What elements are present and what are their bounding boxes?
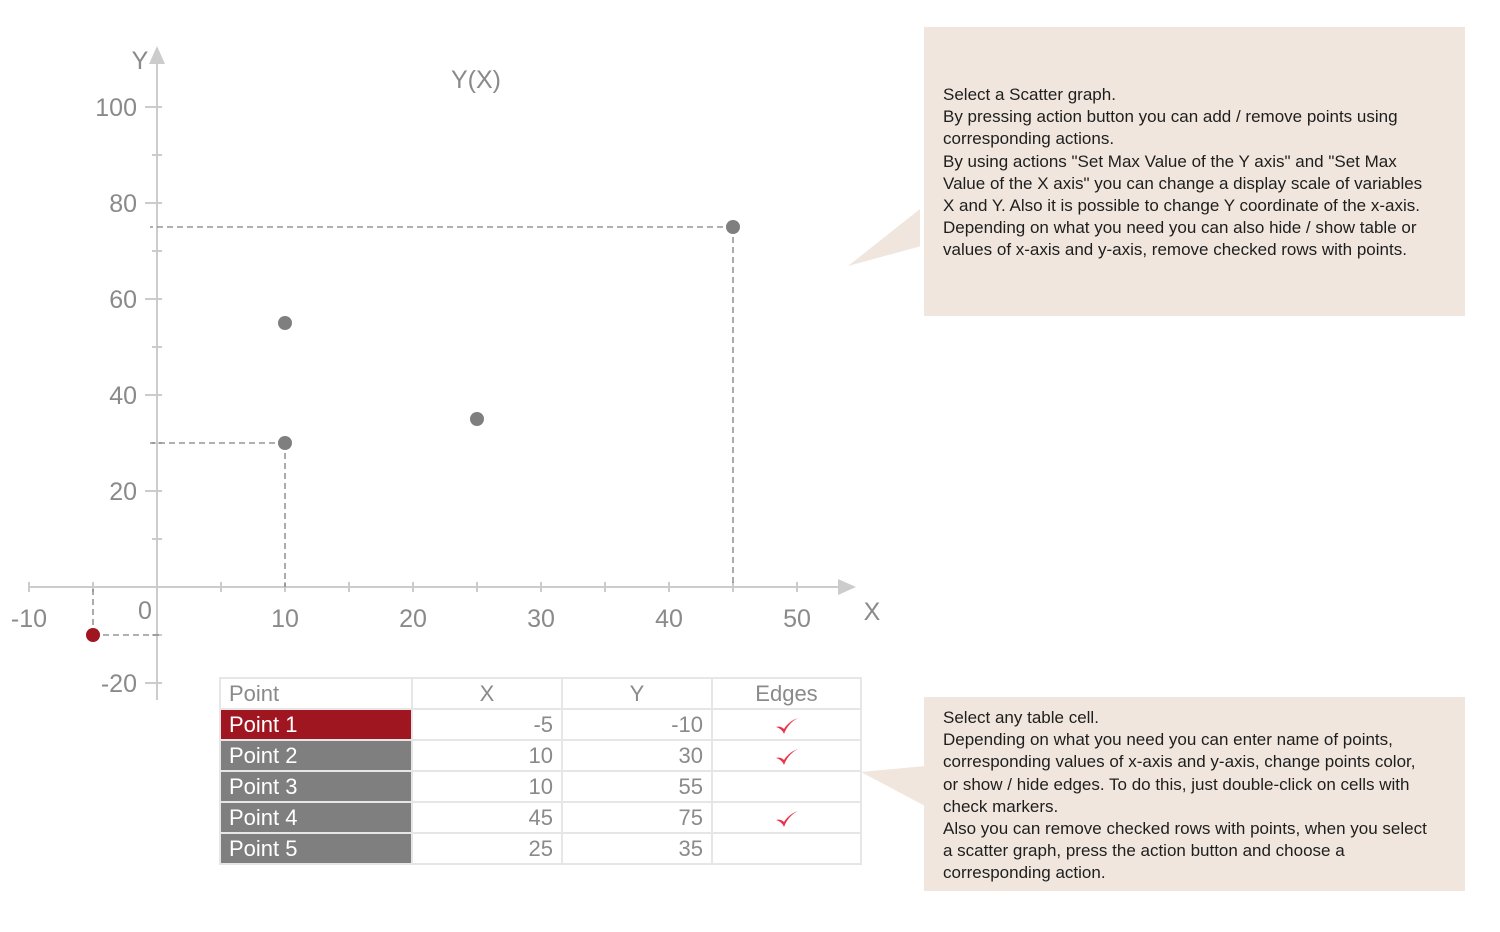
- scatter-chart[interactable]: -10 10 20 30 40 50 100 80 60 40 20 -20 Y(X) X Y 0: [0, 0, 920, 700]
- check-icon: [775, 748, 798, 765]
- instructions-callout-table: Select any table cell. Depending on what …: [924, 697, 1465, 891]
- data-point[interactable]: [86, 628, 100, 642]
- y-tick-label: -20: [101, 670, 137, 698]
- header-y[interactable]: Y: [561, 677, 713, 710]
- tick-labels: -10 10 20 30 40 50 100 80 60 40 20 -20: [11, 94, 811, 698]
- table-row[interactable]: Point 5 25 35: [219, 832, 862, 865]
- data-point[interactable]: [278, 436, 292, 450]
- note-line: Select a Scatter graph.: [943, 85, 1116, 104]
- axes: [28, 46, 920, 700]
- x-tick-label: 50: [783, 605, 811, 633]
- points-table: Point X Y Edges Point 1 -5 -10 Point 2 10 30 P…: [219, 677, 862, 865]
- x-tick-label: 30: [527, 605, 555, 633]
- note-line: Depending on what you need you can also …: [943, 218, 1417, 238]
- origin-label: 0: [138, 597, 152, 625]
- note-line: By pressing action button you can add / …: [943, 107, 1398, 127]
- cell-edges[interactable]: [711, 770, 862, 803]
- note-line: Select any table cell.: [943, 708, 1099, 727]
- note-line: By using actions "Set Max Value of the Y…: [943, 151, 1397, 171]
- cell-point-name[interactable]: Point 2: [219, 739, 413, 772]
- note-line: a scatter graph, press the action button…: [943, 841, 1345, 861]
- cell-x-value[interactable]: 25: [411, 832, 563, 865]
- cell-y-value[interactable]: 55: [561, 770, 713, 803]
- note-line: X and Y. Also it is possible to change Y…: [943, 196, 1420, 216]
- cell-edges[interactable]: [711, 801, 862, 834]
- cell-y-value[interactable]: 75: [561, 801, 713, 834]
- note-line: corresponding actions.: [943, 129, 1115, 149]
- header-point[interactable]: Point: [219, 677, 413, 710]
- table-header-row: Point X Y Edges: [219, 677, 862, 710]
- x-tick-label: -10: [11, 605, 47, 633]
- chart-title: Y(X): [451, 66, 501, 94]
- data-points: [86, 220, 740, 642]
- data-point[interactable]: [470, 412, 484, 426]
- cell-edges[interactable]: [711, 832, 862, 865]
- cell-y-value[interactable]: 30: [561, 739, 713, 772]
- cell-x-value[interactable]: 45: [411, 801, 563, 834]
- cell-point-name[interactable]: Point 4: [219, 801, 413, 834]
- cell-x-value[interactable]: 10: [411, 770, 563, 803]
- note-line: or show / hide edges. To do this, just d…: [943, 774, 1410, 794]
- x-axis-arrow: [838, 579, 856, 595]
- cell-y-value[interactable]: -10: [561, 708, 713, 741]
- data-point[interactable]: [278, 316, 292, 330]
- note-line: check markers.: [943, 796, 1059, 816]
- table-row[interactable]: Point 2 10 30: [219, 739, 862, 772]
- y-tick-label: 100: [95, 94, 137, 122]
- y-axis-label: Y: [132, 47, 149, 75]
- x-tick-label: 40: [655, 605, 683, 633]
- note-line: corresponding action.: [943, 863, 1106, 883]
- note-line: corresponding values of x-axis and y-axi…: [943, 752, 1416, 772]
- y-axis-arrow: [149, 46, 165, 64]
- cell-edges[interactable]: [711, 708, 862, 741]
- cell-edges[interactable]: [711, 739, 862, 772]
- data-point[interactable]: [726, 220, 740, 234]
- table-row[interactable]: Point 4 45 75: [219, 801, 862, 834]
- cell-point-name[interactable]: Point 5: [219, 832, 413, 865]
- header-edges[interactable]: Edges: [711, 677, 862, 710]
- header-x[interactable]: X: [411, 677, 563, 710]
- callout-tail-top: [848, 208, 920, 266]
- note-line: Also you can remove checked rows with po…: [943, 819, 1427, 839]
- x-tick-label: 10: [271, 605, 299, 633]
- instructions-callout-chart: Select a Scatter graph. By pressing actio…: [924, 27, 1465, 316]
- note-line: Value of the X axis" you can change a di…: [943, 173, 1423, 193]
- check-icon: [775, 810, 798, 827]
- x-axis-label: X: [864, 598, 881, 626]
- cell-point-name[interactable]: Point 1: [219, 708, 413, 741]
- cell-point-name[interactable]: Point 3: [219, 770, 413, 803]
- check-icon: [775, 717, 798, 734]
- edge-guides: [92, 226, 734, 636]
- callout-tail-bottom: [861, 766, 925, 806]
- note-line: Depending on what you need you can enter…: [943, 730, 1393, 750]
- y-tick-label: 20: [109, 478, 137, 506]
- table-row[interactable]: Point 1 -5 -10: [219, 708, 862, 741]
- x-tick-label: 20: [399, 605, 427, 633]
- table-row[interactable]: Point 3 10 55: [219, 770, 862, 803]
- cell-x-value[interactable]: -5: [411, 708, 563, 741]
- cell-y-value[interactable]: 35: [561, 832, 713, 865]
- y-tick-label: 40: [109, 382, 137, 410]
- y-tick-label: 60: [109, 286, 137, 314]
- y-tick-label: 80: [109, 190, 137, 218]
- note-line: values of x-axis and y-axis, remove chec…: [943, 240, 1407, 260]
- cell-x-value[interactable]: 10: [411, 739, 563, 772]
